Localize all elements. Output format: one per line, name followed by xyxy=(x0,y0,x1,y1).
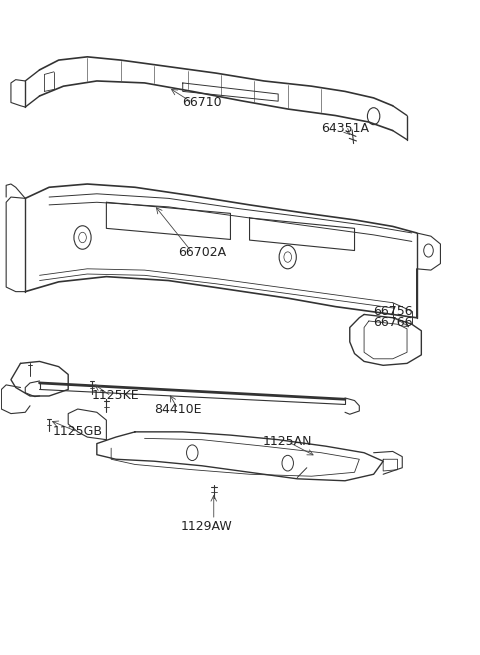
Text: 1125AN: 1125AN xyxy=(263,435,312,448)
Text: 64351A: 64351A xyxy=(321,122,369,135)
Text: 84410E: 84410E xyxy=(154,403,202,415)
Text: 66766: 66766 xyxy=(373,316,412,329)
Text: 66710: 66710 xyxy=(182,96,222,109)
Text: 66756: 66756 xyxy=(373,305,412,318)
Text: 1125KE: 1125KE xyxy=(92,390,140,402)
Text: 66702A: 66702A xyxy=(178,246,226,259)
Text: 1129AW: 1129AW xyxy=(180,520,232,533)
Text: 1125GB: 1125GB xyxy=(53,425,103,438)
